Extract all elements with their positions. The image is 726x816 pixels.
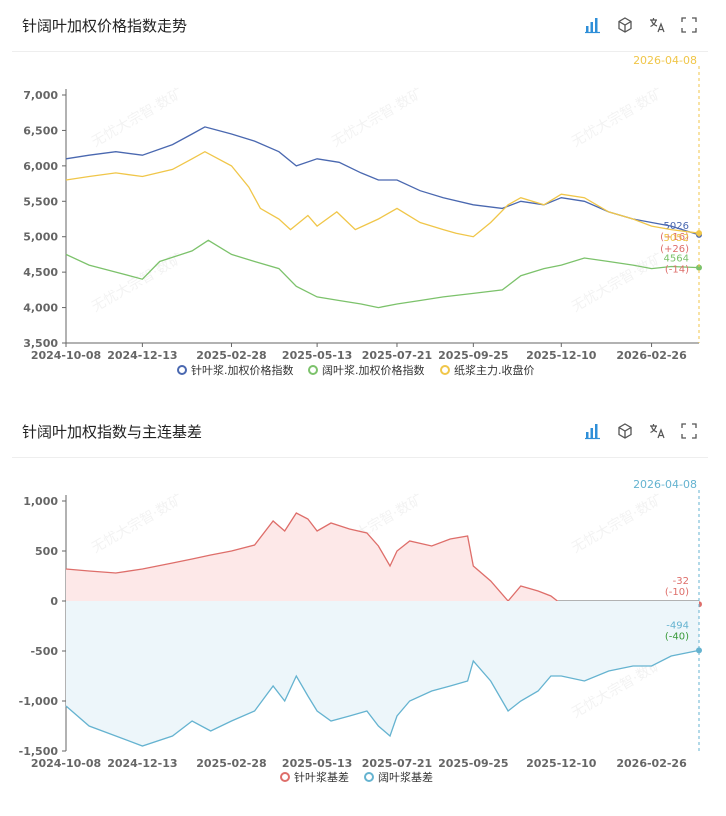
- panel-header: 针阔叶加权价格指数走势: [0, 0, 726, 52]
- legend-label: 纸浆主力.收盘价: [454, 363, 535, 377]
- series-end-point: [696, 264, 702, 271]
- y-tick-label: -1,500: [19, 745, 59, 758]
- panel-price-index: 针阔叶加权价格指数走势 无忧大宗智·数矿 无忧大宗智·数矿 无忧大宗智·数矿 无忧大宗…: [0, 0, 726, 400]
- end-change-label: (-14): [665, 265, 689, 276]
- panel-title: 针阔叶加权指数与主连基差: [22, 423, 203, 441]
- watermark-text: 无忧大宗智·数矿: [89, 85, 186, 150]
- end-value-label: -32: [673, 576, 689, 587]
- y-tick-label: 500: [35, 545, 58, 558]
- legend-label: 针叶浆.加权价格指数: [191, 363, 294, 377]
- end-value-label: -494: [666, 620, 689, 631]
- y-tick-label: 6,000: [23, 160, 58, 173]
- panel-basis: 针阔叶加权指数与主连基差 无忧大宗智·数矿 无忧大宗智·数矿 无忧大宗智·数矿 无忧大…: [0, 406, 726, 816]
- y-tick-label: 5,000: [23, 231, 58, 244]
- x-tick-label: 2026-02-26: [616, 349, 687, 362]
- x-tick-label: 2026-02-26: [616, 757, 687, 770]
- legend-marker: [364, 772, 374, 782]
- cube-icon[interactable]: [616, 16, 634, 34]
- x-tick-label: 2025-12-10: [526, 757, 597, 770]
- translate-icon[interactable]: [648, 422, 666, 440]
- toolbar: [584, 422, 698, 440]
- legend-label: 针叶浆基差: [294, 770, 349, 784]
- legend-marker: [177, 365, 187, 375]
- fullscreen-icon[interactable]: [680, 422, 698, 440]
- watermark-text: 无忧大宗智·数矿: [89, 250, 186, 315]
- x-tick-label: 2024-10-08: [31, 757, 101, 770]
- series-line: [65, 239, 700, 309]
- legend-marker: [280, 772, 290, 782]
- x-tick-label: 2025-07-21: [362, 349, 432, 362]
- series-line: [65, 150, 700, 238]
- panel-divider: [12, 51, 708, 52]
- toolbar: [584, 16, 698, 34]
- end-value-label: 5052: [664, 233, 689, 244]
- basis-chart: 无忧大宗智·数矿无忧大宗智·数矿无忧大宗智·数矿无忧大宗智·数矿无忧大宗智·数矿…: [19, 478, 702, 784]
- watermark-text: 无忧大宗智·数矿: [569, 250, 666, 315]
- cube-icon[interactable]: [616, 422, 634, 440]
- marker-date-label: 2026-04-08: [633, 478, 697, 491]
- legend-marker: [440, 365, 450, 375]
- y-tick-label: 6,500: [23, 124, 58, 137]
- x-tick-label: 2025-12-10: [526, 349, 597, 362]
- x-tick-label: 2025-02-28: [196, 757, 266, 770]
- x-tick-label: 2025-02-28: [196, 349, 266, 362]
- watermark-text: 无忧大宗智·数矿: [569, 85, 666, 150]
- series-end-point: [696, 230, 702, 237]
- panel-title: 针阔叶加权价格指数走势: [22, 17, 188, 35]
- y-tick-label: 3,500: [23, 337, 58, 350]
- series-line: [65, 649, 700, 747]
- legend-marker: [308, 365, 318, 375]
- series-area: [66, 601, 699, 746]
- x-tick-label: 2025-05-13: [282, 349, 352, 362]
- end-change-label: (-40): [665, 631, 689, 642]
- end-change-label: (+26): [660, 244, 689, 255]
- y-tick-label: -1,000: [19, 695, 59, 708]
- watermark-text: 无忧大宗智·数矿: [329, 85, 426, 150]
- x-tick-label: 2025-09-25: [438, 757, 508, 770]
- y-tick-label: 1,000: [23, 495, 58, 508]
- y-tick-label: 7,000: [23, 89, 58, 102]
- legend-label: 阔叶浆.加权价格指数: [322, 363, 425, 377]
- translate-icon[interactable]: [648, 16, 666, 34]
- marker-date-label: 2026-04-08: [633, 54, 697, 67]
- y-tick-label: 4,500: [23, 266, 58, 279]
- watermark-text: 无忧大宗智·数矿: [569, 491, 666, 556]
- x-tick-label: 2024-10-08: [31, 349, 101, 362]
- end-value-label: 5026: [664, 221, 689, 232]
- fullscreen-icon[interactable]: [680, 16, 698, 34]
- series-area: [66, 513, 699, 606]
- series-end-point: [696, 647, 702, 654]
- end-value-label: 4564: [664, 254, 689, 265]
- bar-chart-icon[interactable]: [584, 422, 602, 440]
- end-change-label: (-10): [665, 587, 689, 598]
- x-tick-label: 2024-12-13: [107, 349, 177, 362]
- y-tick-label: -500: [30, 645, 58, 658]
- bar-chart-icon[interactable]: [584, 16, 602, 34]
- x-tick-label: 2024-12-13: [107, 757, 177, 770]
- series-line: [65, 126, 700, 236]
- x-tick-label: 2025-07-21: [362, 757, 432, 770]
- end-change-label: (+16): [660, 232, 689, 243]
- x-tick-label: 2025-05-13: [282, 757, 352, 770]
- x-tick-label: 2025-09-25: [438, 349, 508, 362]
- y-tick-label: 4,000: [23, 302, 58, 315]
- panel-divider: [12, 457, 708, 458]
- panel-header: 针阔叶加权指数与主连基差: [0, 406, 726, 458]
- watermark-text: 无忧大宗智·数矿: [89, 491, 186, 556]
- legend-label: 阔叶浆基差: [378, 770, 433, 784]
- y-tick-label: 0: [50, 595, 58, 608]
- y-tick-label: 5,500: [23, 195, 58, 208]
